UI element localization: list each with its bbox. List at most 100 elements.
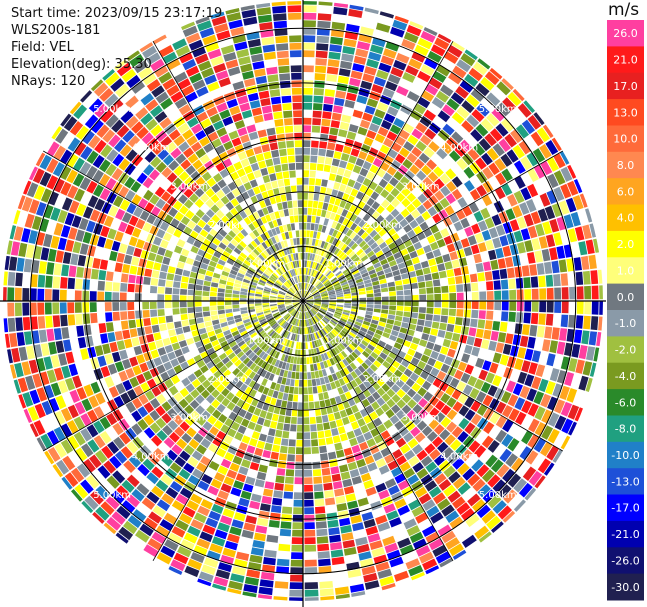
range-gate-cell [131, 194, 142, 206]
range-gate-cell [173, 71, 188, 84]
range-gate-cell [413, 103, 427, 115]
range-gate-cell [315, 281, 321, 287]
range-gate-cell [184, 565, 200, 578]
range-gate-cell [113, 321, 122, 331]
range-gate-cell [336, 323, 344, 330]
range-gate-cell [286, 461, 295, 469]
range-gate-cell [441, 142, 453, 155]
range-gate-cell [179, 421, 190, 432]
range-gate-cell [151, 270, 160, 279]
range-gate-cell [348, 124, 359, 133]
range-gate-cell [335, 593, 351, 601]
range-gate-cell [116, 340, 126, 351]
range-gate-cell [288, 340, 293, 348]
range-gate-cell [396, 305, 404, 311]
range-gate-cell [288, 324, 293, 332]
range-gate-cell [328, 322, 335, 329]
range-gate-cell [306, 303, 312, 309]
range-gate-cell [205, 198, 215, 208]
range-gate-cell [471, 301, 479, 310]
range-gate-cell [252, 186, 261, 195]
range-gate-cell [50, 235, 60, 249]
range-gate-cell [122, 379, 133, 391]
range-gate-cell [72, 350, 82, 362]
range-gate-cell [289, 582, 303, 590]
range-gate-cell [235, 223, 244, 232]
range-gate-cell [222, 116, 234, 127]
range-gate-cell [551, 327, 560, 340]
range-gate-cell [131, 121, 144, 134]
range-gate-cell [162, 51, 178, 64]
range-gate-cell [271, 149, 280, 158]
range-gate-cell [343, 256, 350, 263]
range-gate-cell [298, 222, 303, 230]
range-gate-cell [384, 453, 395, 464]
range-gate-cell [272, 286, 280, 291]
range-gate-cell [451, 112, 465, 125]
range-gate-cell [238, 466, 249, 476]
range-gate-cell [410, 235, 420, 244]
range-gate-cell [439, 322, 447, 331]
range-gate-cell [468, 355, 478, 366]
range-gate-cell [366, 301, 374, 305]
range-gate-cell [28, 199, 40, 214]
range-gate-cell [260, 233, 267, 241]
range-gate-cell [222, 407, 232, 417]
range-gate-cell [300, 304, 303, 312]
range-gate-cell [283, 282, 290, 289]
range-gate-cell [221, 325, 230, 332]
range-gate-cell [249, 389, 257, 398]
range-gate-cell [303, 162, 310, 170]
range-gate-cell [287, 371, 292, 379]
range-gate-cell [305, 292, 311, 298]
range-gate-cell [263, 557, 276, 566]
range-gate-cell [537, 208, 549, 222]
range-gate-cell [219, 317, 227, 324]
range-gate-cell [282, 506, 293, 514]
range-gate-cell [361, 272, 369, 278]
range-gate-cell [363, 572, 378, 583]
range-gate-cell [341, 235, 349, 243]
range-gate-cell [333, 6, 348, 16]
range-gate-cell [82, 302, 90, 313]
range-gate-cell [303, 147, 311, 155]
range-gate-cell [207, 149, 218, 160]
range-gate-cell [145, 260, 154, 269]
range-gate-cell [204, 252, 213, 260]
range-gate-cell [310, 223, 315, 231]
range-gate-cell [581, 330, 590, 345]
range-gate-cell [389, 301, 397, 306]
range-gate-cell [267, 527, 280, 536]
range-gate-cell [45, 315, 53, 328]
range-gate-cell [73, 416, 86, 431]
range-gate-cell [545, 140, 559, 155]
range-gate-cell [457, 462, 470, 476]
range-gate-cell [299, 275, 301, 283]
range-gate-cell [321, 118, 331, 127]
range-gate-cell [362, 161, 372, 171]
range-gate-cell [67, 277, 76, 289]
range-gate-cell [334, 380, 341, 388]
range-gate-cell [86, 220, 96, 233]
range-gate-cell [167, 351, 176, 361]
range-gate-cell [212, 237, 221, 246]
range-gate-cell [159, 271, 167, 280]
range-gate-cell [357, 497, 369, 507]
range-gate-cell [353, 395, 361, 404]
range-gate-cell [416, 247, 425, 256]
range-gate-cell [269, 173, 277, 182]
range-gate-cell [230, 26, 245, 37]
range-gate-cell [566, 388, 578, 403]
range-gate-cell [457, 361, 467, 372]
range-gate-cell [430, 265, 438, 273]
range-gate-cell [460, 238, 470, 248]
range-gate-cell [240, 228, 249, 237]
range-gate-cell [72, 241, 82, 254]
range-gate-cell [298, 402, 303, 410]
range-gate-cell [332, 280, 340, 286]
range-gate-cell [374, 292, 382, 297]
range-gate-cell [253, 532, 266, 542]
range-gate-cell [180, 216, 191, 226]
range-gate-cell [139, 523, 154, 537]
range-gate-cell [303, 117, 312, 125]
